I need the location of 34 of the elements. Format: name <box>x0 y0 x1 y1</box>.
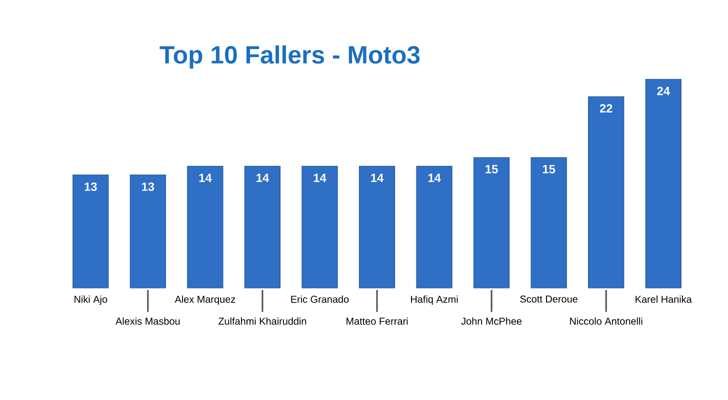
bar <box>130 174 166 288</box>
bar <box>244 166 281 288</box>
bar <box>302 166 338 288</box>
data-label: 15 <box>542 165 556 174</box>
x-tick-label: Niccolo Antonelli <box>570 317 642 325</box>
x-tick-label: Hafiq Azmi <box>411 296 458 305</box>
x-tick-label: Zulfahmi Khairuddin <box>218 317 306 325</box>
data-label: 14 <box>199 174 212 182</box>
chart-title: Top 10 Fallers - Moto3 <box>160 45 420 69</box>
x-tick-label: Alex Marquez <box>174 296 236 305</box>
data-label: 22 <box>600 104 612 113</box>
data-label: 13 <box>142 182 154 191</box>
bar <box>72 174 109 288</box>
data-label: 14 <box>256 174 270 182</box>
x-tick-label: Matteo Ferrari <box>346 317 408 325</box>
x-tick-label: Karel Hanika <box>636 296 692 303</box>
data-label: 14 <box>371 174 384 182</box>
bar <box>187 166 224 288</box>
bar <box>358 166 396 288</box>
bar <box>530 157 567 288</box>
data-label: 24 <box>657 86 670 96</box>
bar <box>473 157 510 288</box>
x-tick-label: Niki Ajo <box>74 296 108 305</box>
x-tick-label: John McPhee <box>461 317 522 325</box>
data-label: 14 <box>314 174 326 182</box>
x-tick-label: Eric Granado <box>291 296 349 303</box>
bar <box>588 96 624 288</box>
data-label: 14 <box>428 174 441 182</box>
data-label: 15 <box>486 165 498 174</box>
x-tick-label: Scott Deroue <box>520 296 578 303</box>
data-label: 13 <box>84 182 97 191</box>
x-tick-label: Alexis Masbou <box>116 317 180 325</box>
bar <box>416 166 452 288</box>
bar <box>645 78 682 288</box>
